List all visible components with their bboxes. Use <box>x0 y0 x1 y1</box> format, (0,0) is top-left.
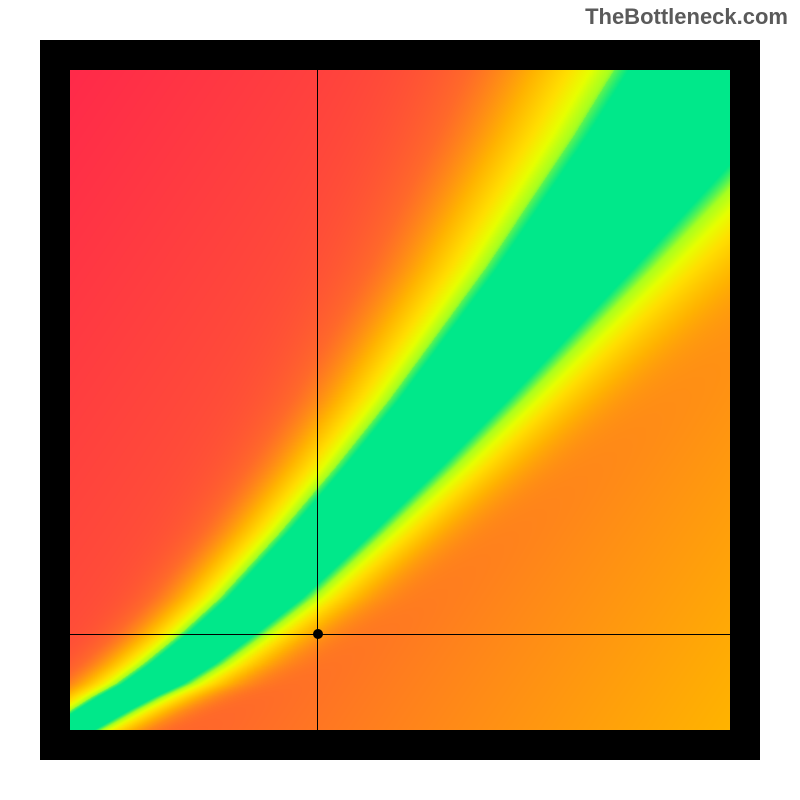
attribution-watermark: TheBottleneck.com <box>585 4 788 30</box>
root-container: TheBottleneck.com <box>0 0 800 800</box>
heatmap-canvas <box>70 70 730 730</box>
crosshair-horizontal <box>70 634 730 635</box>
plot-frame <box>40 40 760 760</box>
plot-area <box>70 70 730 730</box>
crosshair-dot <box>313 629 323 639</box>
